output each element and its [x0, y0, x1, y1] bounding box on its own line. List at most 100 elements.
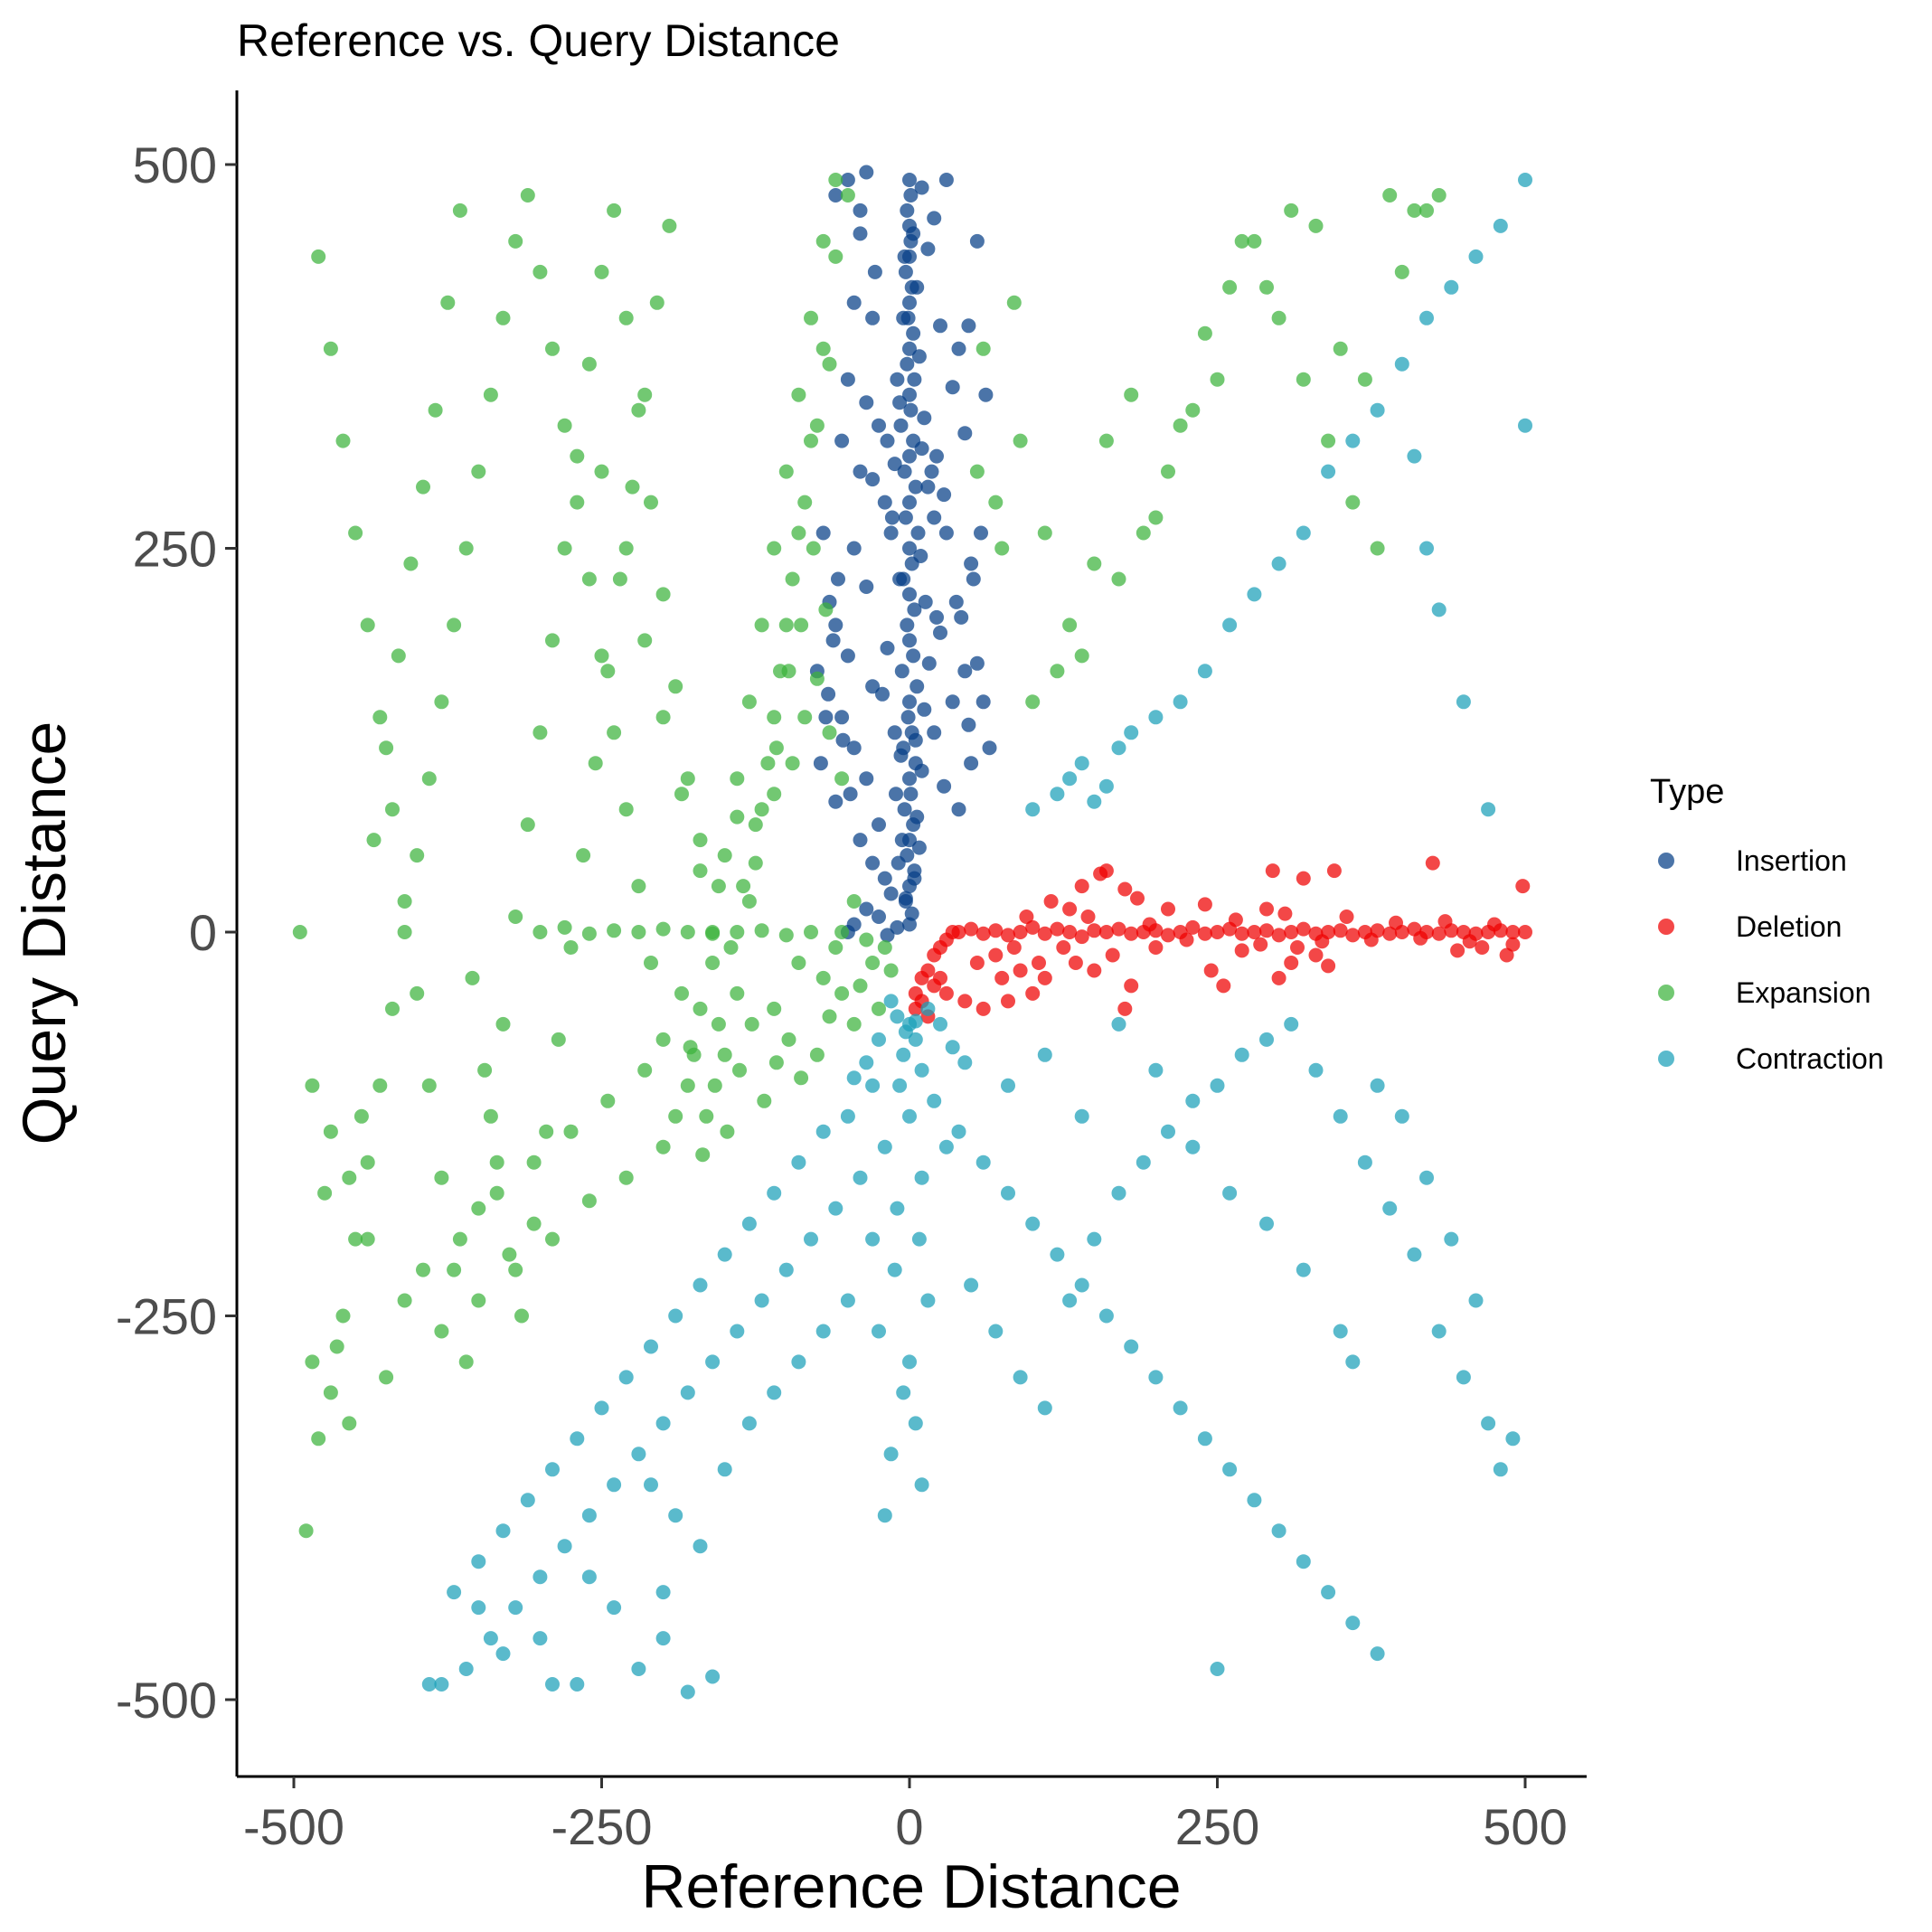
point-insertion-151: [909, 809, 925, 825]
point-insertion-66: [896, 310, 911, 325]
point-contraction-29: [705, 1669, 721, 1684]
point-insertion-29: [908, 479, 923, 495]
point-contraction-43: [1247, 1493, 1262, 1508]
point-insertion-94: [948, 594, 964, 609]
point-expansion-58: [483, 1108, 498, 1124]
point-contraction-25: [434, 1677, 449, 1692]
point-contraction-149: [911, 1231, 927, 1247]
point-contraction-153: [872, 1032, 886, 1047]
point-expansion-79: [741, 894, 757, 909]
point-insertion-117: [880, 928, 895, 943]
point-expansion-72: [655, 587, 671, 602]
point-contraction-97: [644, 1477, 658, 1493]
point-contraction-14: [705, 1354, 721, 1370]
point-expansion-168: [1419, 203, 1434, 218]
legend-key-expansion: [1658, 985, 1674, 1001]
point-insertion-49: [902, 173, 917, 187]
legend-key-deletion: [1658, 919, 1674, 935]
point-expansion-247: [794, 617, 809, 633]
point-expansion-29: [655, 1032, 671, 1047]
point-deletion-108: [1475, 940, 1490, 955]
point-expansion-129: [649, 295, 664, 310]
point-contraction-116: [1111, 1185, 1126, 1201]
point-deletion-28: [1210, 925, 1225, 939]
point-expansion-233: [655, 710, 671, 725]
point-insertion-154: [898, 891, 913, 906]
point-contraction-99: [693, 1539, 708, 1554]
point-expansion-213: [600, 1093, 616, 1108]
point-expansion-214: [581, 1193, 597, 1209]
point-insertion-87: [834, 433, 850, 448]
point-contraction-152: [957, 1055, 973, 1070]
point-contraction-33: [1001, 1185, 1015, 1201]
point-contraction-106: [865, 1231, 881, 1247]
point-contraction-165: [1185, 1139, 1201, 1154]
point-deletion-42: [1382, 926, 1398, 941]
point-deletion-114: [1037, 970, 1052, 985]
point-contraction-164: [1148, 1062, 1164, 1078]
point-expansion-21: [557, 418, 572, 433]
point-expansion-197: [834, 985, 850, 1001]
point-contraction-160: [1001, 1078, 1015, 1093]
point-expansion-248: [781, 664, 796, 679]
point-expansion-11: [434, 694, 449, 710]
point-expansion-125: [600, 664, 616, 679]
point-expansion-65: [570, 448, 585, 464]
point-contraction-40: [1173, 1400, 1188, 1416]
point-contraction-80: [865, 1078, 881, 1093]
point-insertion-126: [825, 633, 841, 648]
point-expansion-205: [732, 1062, 747, 1078]
point-contraction-92: [570, 1431, 585, 1447]
point-contraction-172: [607, 1600, 622, 1616]
point-contraction-3: [896, 1047, 911, 1062]
point-contraction-167: [1259, 1216, 1274, 1231]
point-expansion-118: [514, 1308, 529, 1324]
point-deletion-24: [1161, 928, 1175, 943]
point-contraction-174: [532, 1631, 548, 1646]
point-insertion-141: [917, 702, 932, 717]
point-expansion-13: [458, 541, 474, 556]
point-contraction-144: [877, 1508, 892, 1523]
point-expansion-25: [607, 725, 622, 740]
point-expansion-182: [1284, 203, 1299, 218]
point-expansion-6: [372, 1078, 388, 1093]
point-insertion-19: [902, 633, 917, 648]
point-expansion-204: [744, 1016, 759, 1032]
point-deletion-32: [1259, 923, 1274, 938]
point-expansion-212: [618, 1170, 634, 1185]
y-axis-ticks: -500 -250 0 250 500: [116, 137, 237, 1729]
point-expansion-240: [785, 756, 800, 771]
point-expansion-98: [557, 919, 572, 935]
point-deletion-106: [1505, 937, 1521, 952]
point-insertion-61: [929, 448, 944, 464]
point-deletion-10: [988, 923, 1004, 938]
point-expansion-39: [778, 464, 794, 479]
point-contraction-142: [883, 1447, 899, 1462]
point-deletion-68: [1271, 970, 1286, 985]
point-expansion-167: [1394, 264, 1409, 279]
point-contraction-118: [1161, 1124, 1175, 1139]
point-contraction-163: [1111, 1016, 1126, 1032]
point-insertion-101: [834, 710, 850, 725]
point-contraction-16: [655, 1416, 671, 1431]
point-insertion-16: [909, 679, 925, 694]
point-insertion-133: [982, 740, 997, 756]
point-contraction-134: [1468, 1293, 1484, 1308]
point-expansion-27: [631, 879, 646, 894]
point-expansion-57: [471, 1201, 486, 1216]
point-expansion-199: [809, 1047, 825, 1062]
point-expansion-142: [809, 418, 825, 433]
point-contraction-104: [815, 1324, 831, 1339]
point-deletion-83: [957, 994, 973, 1009]
point-expansion-35: [730, 771, 745, 787]
point-contraction-132: [1505, 1431, 1521, 1447]
point-contraction-85: [741, 1216, 757, 1231]
point-insertion-137: [978, 387, 994, 402]
point-expansion-49: [372, 710, 388, 725]
point-insertion-156: [889, 787, 903, 802]
point-insertion-132: [961, 717, 976, 732]
point-contraction-137: [1394, 1108, 1409, 1124]
point-expansion-92: [705, 926, 721, 941]
point-contraction-101: [741, 1416, 757, 1431]
point-deletion-117: [1259, 901, 1274, 917]
